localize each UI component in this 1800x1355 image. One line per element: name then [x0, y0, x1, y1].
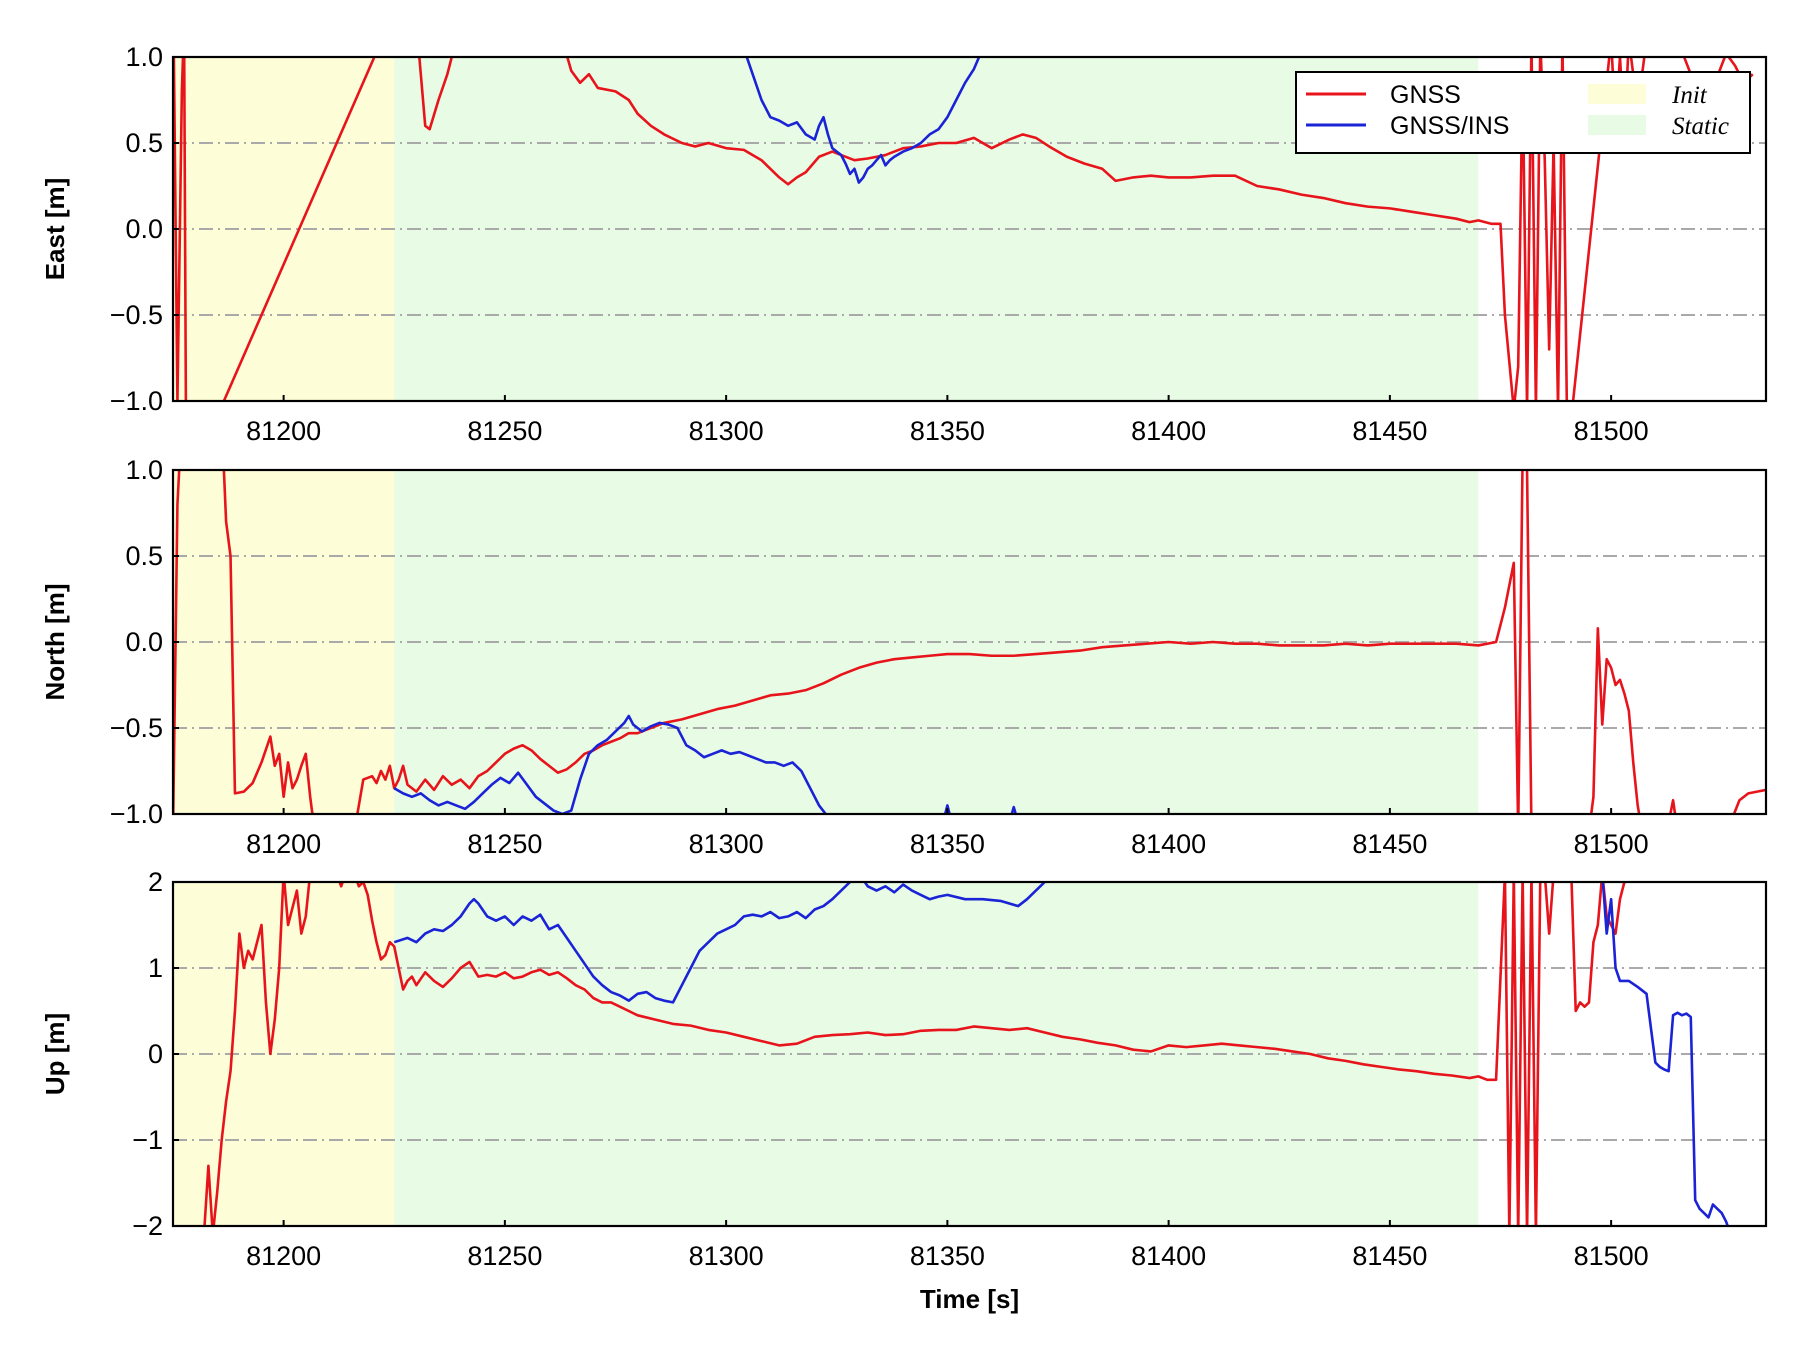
series-line-gnss-ins — [393, 882, 1730, 1226]
y-tick-label: −1 — [132, 1125, 163, 1155]
y-tick-label: 1.0 — [125, 42, 163, 72]
x-tick-label: 81350 — [910, 416, 985, 446]
y-tick-label: 2 — [148, 867, 163, 897]
y-tick-label: −1.0 — [110, 799, 163, 829]
panel-2: 1.0 0.5 0.0 −0.5 −1.0 81200 81250 81300 81350 814… — [40, 455, 1768, 859]
legend: GNSS GNSS/INS Init Static — [1295, 71, 1751, 154]
y-tick-label: 0.5 — [125, 541, 163, 571]
y-tick-label: 0.5 — [125, 128, 163, 158]
y-tick-label: 1.0 — [125, 455, 163, 485]
y-tick-label: 0.0 — [125, 214, 163, 244]
y-tick-label: −0.5 — [110, 300, 163, 330]
y-tick-label: 0 — [148, 1039, 163, 1069]
x-tick-label: 81400 — [1131, 1241, 1206, 1271]
y-tick-label: −0.5 — [110, 713, 163, 743]
x-tick-label: 81200 — [246, 1241, 321, 1271]
x-tick-label: 81450 — [1352, 416, 1427, 446]
y-tick-label: 0.0 — [125, 627, 163, 657]
y-tick-label: −2 — [132, 1211, 163, 1241]
x-tick-label: 81500 — [1574, 416, 1649, 446]
x-tick-label: 81250 — [467, 829, 542, 859]
x-tick-label: 81400 — [1131, 829, 1206, 859]
legend-label-gnss-ins: GNSS/INS — [1390, 112, 1509, 140]
x-tick-label: 81300 — [689, 829, 764, 859]
legend-box — [1295, 71, 1751, 154]
x-tick-label: 81400 — [1131, 416, 1206, 446]
y-axis-label: Up [m] — [40, 1013, 70, 1095]
x-axis-label: Time [s] — [920, 1284, 1019, 1314]
legend-label-init: Init — [1671, 82, 1708, 109]
x-tick-label: 81500 — [1574, 829, 1649, 859]
y-axis-label: North [m] — [40, 584, 70, 701]
x-tick-label: 81200 — [246, 829, 321, 859]
series-line-gnss — [173, 57, 1754, 401]
legend-label-static: Static — [1672, 113, 1729, 140]
x-tick-label: 81300 — [689, 1241, 764, 1271]
x-tick-label: 81500 — [1574, 1241, 1649, 1271]
series-line-gnss-ins — [393, 714, 1018, 814]
series-line-gnss — [203, 882, 1626, 1226]
x-tick-label: 81450 — [1352, 829, 1427, 859]
panel-3: 2 1 0 −1 −2 81200 81250 81300 81350 81400 81450 815… — [40, 867, 1768, 1271]
x-tick-label: 81350 — [910, 829, 985, 859]
x-tick-label: 81250 — [467, 416, 542, 446]
x-tick-label: 81450 — [1352, 1241, 1427, 1271]
legend-label-gnss: GNSS — [1390, 81, 1461, 109]
legend-patch-static — [1588, 115, 1646, 135]
y-axis-label: East [m] — [40, 178, 70, 281]
y-tick-label: −1.0 — [110, 386, 163, 416]
y-tick-label: 1 — [148, 953, 163, 983]
x-tick-label: 81250 — [467, 1241, 542, 1271]
legend-patch-init — [1588, 84, 1646, 104]
series-line-gnss-ins — [745, 57, 981, 184]
x-tick-label: 81350 — [910, 1241, 985, 1271]
x-tick-label: 81300 — [689, 416, 764, 446]
x-tick-label: 81200 — [246, 416, 321, 446]
series-line-gnss — [173, 470, 1766, 814]
